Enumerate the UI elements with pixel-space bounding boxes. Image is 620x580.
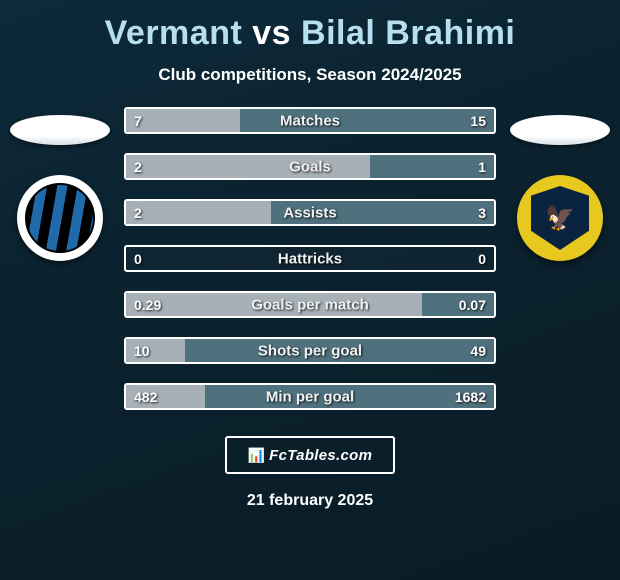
stat-value-left: 0	[134, 251, 142, 267]
footer-logo[interactable]: 📊 FcTables.com	[225, 436, 395, 474]
stat-value-right: 15	[470, 113, 486, 129]
stat-value-left: 482	[134, 389, 157, 405]
stat-row: 0.29 0.07 Goals per match	[124, 291, 496, 318]
right-club-badge: 🦅	[517, 175, 603, 261]
stat-rows-container: 7 15 Matches 2 1 Goals 2 3 Assists 0 0 Hattricks 0.2…	[124, 107, 496, 410]
stat-value-right: 1	[478, 159, 486, 175]
stat-value-left: 10	[134, 343, 150, 359]
left-flag-icon	[10, 115, 110, 145]
content-area: 🦅 715Matches21Goals23Assists00Hattricks0…	[0, 107, 620, 410]
footer-date: 21 february 2025	[0, 492, 620, 510]
stat-row: 2 3 Assists	[124, 199, 496, 226]
stat-label: Hattricks	[278, 250, 342, 267]
stat-row: 7 15 Matches	[124, 107, 496, 134]
right-team-column: 🦅	[500, 115, 620, 261]
subtitle: Club competitions, Season 2024/2025	[0, 65, 620, 85]
stat-label: Min per goal	[266, 388, 354, 405]
club-brugge-icon	[25, 183, 95, 253]
chart-icon: 📊	[248, 447, 265, 464]
eagle-icon: 🦅	[545, 204, 575, 233]
stat-label: Goals per match	[251, 296, 369, 313]
player1-name: Vermant	[105, 14, 243, 52]
vs-word: vs	[252, 14, 291, 52]
stat-value-right: 0	[478, 251, 486, 267]
stat-row: 10 49 Shots per goal	[124, 337, 496, 364]
right-flag-icon	[510, 115, 610, 145]
stat-value-right: 1682	[455, 389, 486, 405]
stat-label: Shots per goal	[258, 342, 362, 359]
stat-fill-right	[240, 109, 494, 132]
page-title: Vermant vs Bilal Brahimi	[0, 14, 620, 53]
stat-row: 2 1 Goals	[124, 153, 496, 180]
stat-value-left: 0.29	[134, 297, 161, 313]
stat-value-left: 2	[134, 205, 142, 221]
stat-label: Goals	[289, 158, 331, 175]
stat-label: Matches	[280, 112, 340, 129]
player2-name: Bilal Brahimi	[301, 14, 515, 52]
stat-value-right: 49	[470, 343, 486, 359]
stat-value-right: 0.07	[459, 297, 486, 313]
stat-row: 482 1682 Min per goal	[124, 383, 496, 410]
stat-value-left: 2	[134, 159, 142, 175]
left-club-badge	[17, 175, 103, 261]
comparison-card: Vermant vs Bilal Brahimi Club competitio…	[0, 0, 620, 580]
stat-value-right: 3	[478, 205, 486, 221]
stvv-icon: 🦅	[531, 186, 589, 250]
stat-fill-left	[126, 109, 244, 132]
stat-row: 0 0 Hattricks	[124, 245, 496, 272]
stat-fill-left	[126, 201, 275, 224]
stat-label: Assists	[283, 204, 336, 221]
stat-value-left: 7	[134, 113, 142, 129]
stat-fill-left	[126, 155, 374, 178]
footer-logo-text: FcTables.com	[269, 447, 372, 464]
stat-fill-right	[370, 155, 494, 178]
left-team-column	[0, 115, 120, 261]
